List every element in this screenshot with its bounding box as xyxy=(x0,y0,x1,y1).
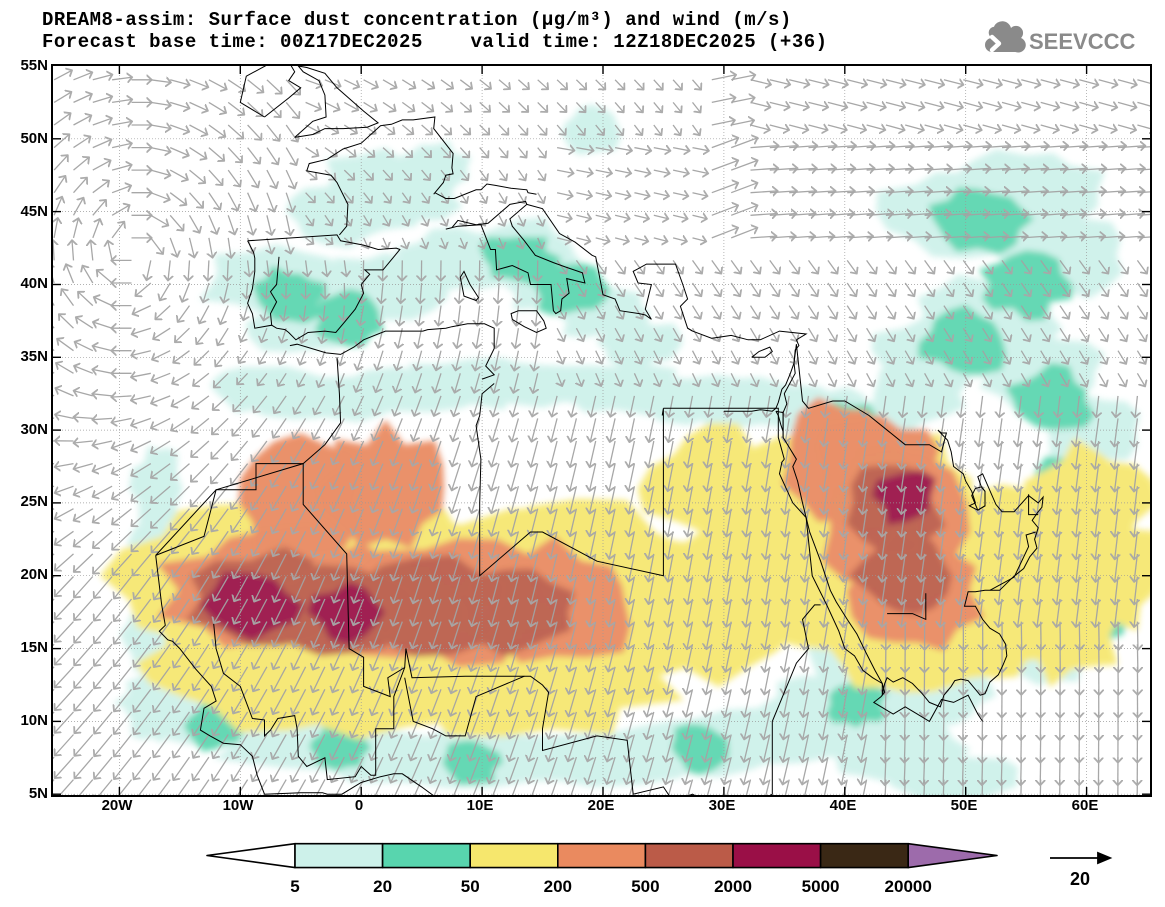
svg-text:200: 200 xyxy=(544,877,572,896)
svg-text:2000: 2000 xyxy=(714,877,752,896)
svg-text:20: 20 xyxy=(1070,869,1090,889)
svg-text:20: 20 xyxy=(373,877,392,896)
svg-text:500: 500 xyxy=(631,877,659,896)
svg-text:5: 5 xyxy=(290,877,299,896)
svg-text:5000: 5000 xyxy=(802,877,840,896)
svg-text:20000: 20000 xyxy=(885,877,932,896)
svg-text:50: 50 xyxy=(461,877,480,896)
